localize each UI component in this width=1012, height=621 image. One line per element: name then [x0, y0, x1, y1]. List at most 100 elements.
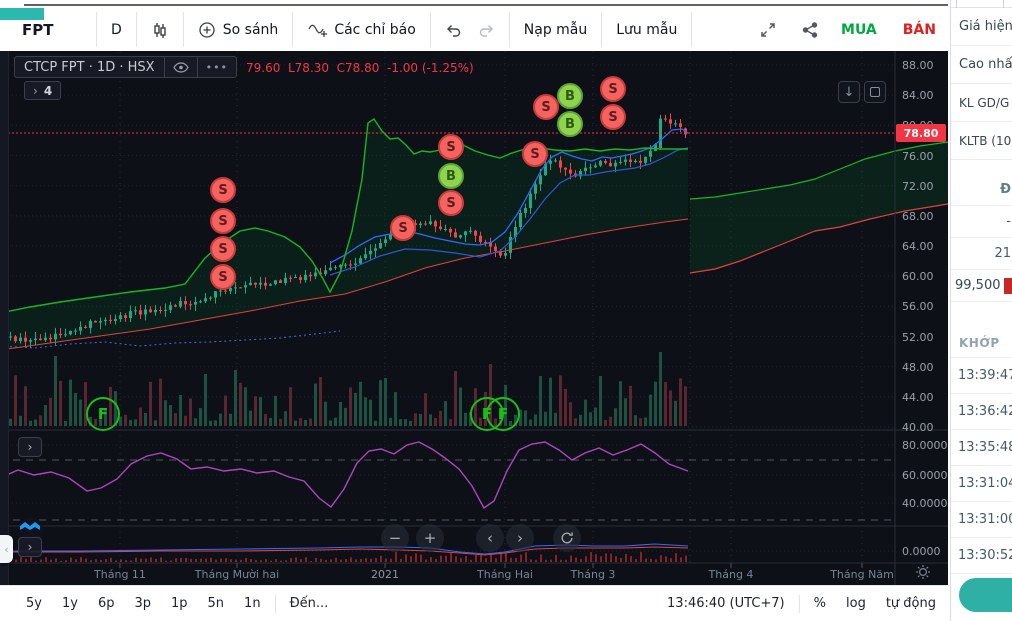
range-button-5y[interactable]: 5y — [26, 596, 42, 611]
chevron-right-icon: › — [33, 83, 38, 98]
sell-signal-marker: S — [600, 104, 626, 130]
toolbar-separator — [601, 12, 603, 47]
auto-scale-button[interactable]: tự động — [885, 596, 936, 611]
range-button-1n[interactable]: 1n — [244, 596, 261, 611]
time-axis-label[interactable]: Tháng 3 — [570, 568, 616, 581]
range-button-3p[interactable]: 3p — [134, 596, 151, 611]
sell-signal-marker: S — [210, 264, 236, 290]
fullscreen-button[interactable] — [745, 8, 791, 51]
percent-scale-button[interactable]: % — [813, 596, 826, 611]
load-template-button[interactable]: Nạp mẫu — [523, 21, 588, 38]
chart-style-button[interactable] — [137, 8, 183, 51]
sell-signal-marker: S — [390, 215, 416, 241]
pan-right-button[interactable]: › — [506, 524, 534, 552]
last-price-tag: 78.80 — [896, 124, 946, 142]
matched-time-row: 13:31:04 — [951, 466, 1012, 502]
toolbar-separator — [429, 12, 431, 47]
fullscreen-icon — [759, 21, 777, 39]
save-template-button[interactable]: Lưu mẫu — [616, 21, 678, 38]
pan-left-button[interactable]: ‹ — [476, 524, 504, 552]
toolbar-separator — [135, 12, 137, 47]
indicators-button[interactable]: Các chỉ báo — [293, 8, 429, 51]
undo-arrow-icon — [445, 23, 462, 37]
chart-area[interactable]: CTCP FPT · 1D · HSX ••• 79.60 L78.30 C78… — [0, 51, 948, 585]
rsi-axis-label[interactable]: 80.0000 — [902, 439, 948, 452]
indicator-count-pill[interactable]: › 4 — [24, 81, 62, 100]
zoom-in-button[interactable]: + — [416, 524, 444, 552]
camera-frame-icon — [870, 87, 880, 97]
price-axis-label[interactable]: 68.00 — [902, 209, 934, 223]
price-axis-label[interactable]: 60.00 — [902, 270, 934, 284]
range-button-1y[interactable]: 1y — [61, 596, 78, 611]
legend[interactable]: CTCP FPT · 1D · HSX ••• — [14, 56, 238, 78]
down-arrow-icon: ↓ — [843, 84, 855, 100]
clock-timezone[interactable]: 13:46:40 (UTC+7) — [667, 596, 785, 611]
sell-button[interactable]: BÁN — [902, 21, 936, 38]
goto-date-button[interactable]: Đến... — [289, 596, 329, 611]
sidebar-stats: Giá hiện Cao nhấ KL GD/G KLTB (10 — [951, 8, 1012, 160]
rsi-axis-label[interactable]: 60.0000 — [902, 469, 948, 482]
symbol-button[interactable]: FPT — [22, 20, 54, 39]
price-axis-label[interactable]: 48.00 — [902, 360, 934, 374]
legend-title: CTCP FPT · 1D · HSX — [24, 59, 155, 75]
sidebar-action-button[interactable] — [959, 578, 1012, 612]
ohlc-readout: 79.60 L78.30 C78.80 -1.00 (-1.25%) — [246, 61, 474, 75]
log-scale-button[interactable]: log — [846, 596, 866, 611]
price-axis-label[interactable]: 72.00 — [902, 179, 934, 193]
compare-button[interactable]: So sánh — [184, 8, 293, 51]
indicators-label: Các chỉ báo — [334, 21, 416, 38]
toolbar-separator — [691, 12, 693, 47]
indicator-count: 4 — [43, 83, 53, 98]
price-axis-label[interactable]: 84.00 — [902, 89, 934, 103]
sell-signal-marker: S — [522, 141, 548, 167]
time-axis-label[interactable]: Tháng Mười hai — [194, 568, 280, 581]
time-axis-settings-button[interactable] — [908, 565, 938, 583]
blue-sticker-drawing — [16, 515, 46, 545]
range-button-5n[interactable]: 5n — [207, 596, 225, 611]
price-axis-label[interactable]: 56.00 — [902, 300, 934, 314]
sidebar-stat-label: KL GD/G — [951, 84, 1012, 122]
eye-icon[interactable] — [165, 61, 197, 73]
toolbar-separator — [96, 12, 97, 47]
share-button[interactable] — [791, 8, 829, 51]
time-axis-label[interactable]: Tháng Hai — [477, 568, 533, 581]
reset-icon — [561, 532, 573, 544]
buy-button[interactable]: MUA — [841, 21, 877, 38]
left-panel-handle[interactable]: ‹ — [0, 535, 13, 563]
zoom-out-button[interactable]: − — [381, 524, 409, 552]
matched-orders-list: 13:39:47 13:36:42 13:35:48 13:31:04 13:31:00… — [951, 358, 1012, 574]
redo-button[interactable] — [476, 8, 509, 51]
time-axis-label[interactable]: Tháng 4 — [708, 568, 754, 581]
range-button-6p[interactable]: 6p — [97, 596, 115, 611]
macd-axis-label[interactable]: 0.0000 — [902, 545, 941, 558]
undo-button[interactable] — [431, 8, 476, 51]
price-axis-label[interactable]: 44.00 — [902, 390, 934, 404]
range-button-1p[interactable]: 1p — [171, 596, 188, 611]
scroll-to-recent-button[interactable]: ↓ — [838, 81, 860, 103]
interval-button[interactable]: D — [111, 21, 122, 38]
rsi-pane — [0, 441, 895, 521]
rsi-axis-label[interactable]: 40.0000 — [902, 497, 948, 510]
price-axis-label[interactable]: 88.00 — [902, 59, 934, 72]
macd-pane-collapse-button[interactable]: › — [18, 537, 42, 557]
price-axis-label[interactable]: 52.00 — [902, 330, 934, 344]
price-axis-label[interactable]: 76.00 — [902, 149, 934, 163]
more-options-icon[interactable]: ••• — [205, 60, 229, 74]
sidebar-top-borders — [951, 0, 1012, 8]
top-border-line — [24, 4, 948, 6]
time-axis-label[interactable]: Tháng Năm — [830, 568, 894, 581]
sidebar-right-value: - — [951, 206, 1012, 238]
sidebar-volume-row: 99,500 — [951, 270, 1012, 302]
matched-time-row: 13:31:00 — [951, 502, 1012, 538]
time-axis-label[interactable]: Tháng 11 — [94, 568, 146, 581]
accent-tab — [0, 8, 44, 20]
gear-icon — [915, 564, 931, 584]
reset-view-button[interactable] — [553, 524, 581, 552]
time-axis-label[interactable]: 2021 — [371, 568, 399, 581]
screenshot-button[interactable] — [864, 81, 886, 103]
price-axis-label[interactable]: 64.00 — [902, 240, 934, 253]
price-axis-label[interactable]: 40.00 — [902, 421, 934, 434]
sell-signal-marker: S — [210, 208, 236, 234]
range-buttons: 5y 1y 6p 3p 1p 5n 1n — [26, 596, 261, 611]
rsi-pane-collapse-button[interactable]: › — [18, 437, 42, 457]
